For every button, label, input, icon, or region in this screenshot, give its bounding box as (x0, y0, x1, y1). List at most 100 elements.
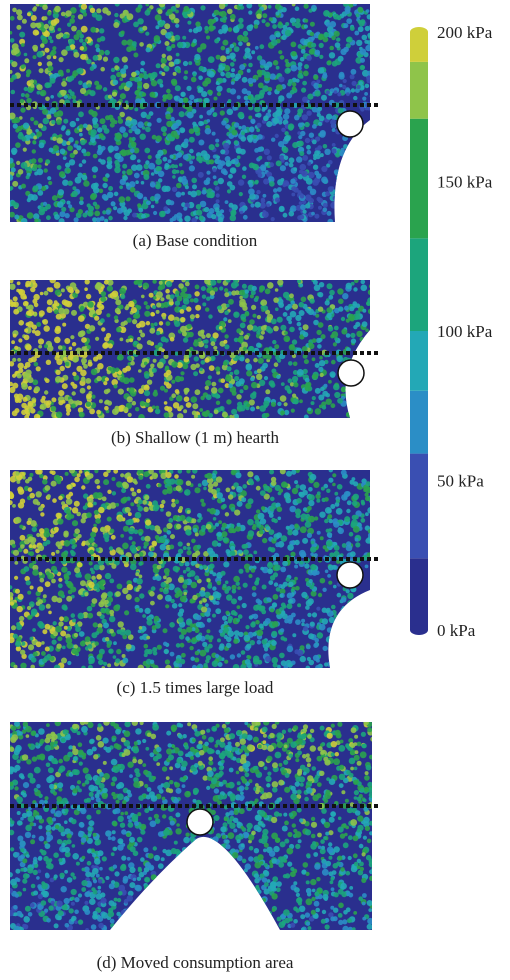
particle (55, 411, 63, 418)
particle (243, 384, 249, 391)
particle (64, 579, 69, 585)
particle (331, 35, 336, 41)
particle (119, 126, 126, 133)
particle (234, 509, 241, 516)
particle (301, 170, 308, 177)
particle (369, 76, 370, 81)
particle (285, 497, 292, 504)
particle (21, 382, 28, 390)
particle (220, 149, 226, 155)
particle (262, 305, 269, 311)
particle (151, 367, 157, 373)
particle (119, 111, 125, 118)
particle (172, 565, 179, 572)
particle (199, 367, 203, 372)
particle (313, 481, 320, 488)
particle (308, 132, 315, 138)
particle (291, 470, 297, 475)
particle (60, 11, 66, 17)
particle (81, 346, 87, 351)
particle (348, 197, 353, 202)
particle (296, 497, 303, 504)
particle (243, 634, 251, 642)
particle (360, 518, 366, 523)
particle (131, 164, 138, 171)
particle (194, 389, 201, 396)
particle (142, 614, 147, 618)
particle (137, 18, 144, 25)
particle (143, 361, 148, 366)
particle (217, 177, 224, 185)
particle (264, 77, 269, 82)
particle (93, 523, 97, 528)
particle (293, 382, 299, 388)
particle (250, 622, 256, 628)
particle (212, 613, 216, 618)
particle (88, 581, 95, 588)
particle (135, 7, 141, 13)
particle (144, 494, 150, 501)
particle (57, 27, 62, 32)
particle (301, 87, 307, 93)
particle (289, 344, 295, 349)
particle (61, 206, 67, 212)
particle (364, 92, 368, 96)
particle (205, 380, 212, 387)
particle (270, 217, 275, 222)
particle (56, 137, 63, 144)
particle (257, 134, 263, 140)
particle (370, 567, 375, 572)
particle (336, 37, 341, 42)
particle (17, 486, 24, 493)
particle (93, 583, 100, 590)
particle (286, 645, 294, 653)
particle (174, 144, 182, 152)
particle (324, 569, 329, 574)
particle (354, 88, 360, 93)
particle (209, 635, 214, 640)
particle (61, 383, 68, 390)
particle (134, 511, 142, 519)
particle (277, 280, 284, 286)
particle (244, 334, 249, 340)
particle (288, 125, 294, 131)
particle (42, 108, 49, 115)
particle (140, 68, 145, 73)
particle (284, 59, 289, 63)
particle (58, 307, 65, 315)
particle (222, 63, 226, 67)
particle (193, 371, 199, 377)
particle (76, 621, 83, 627)
particle (330, 403, 336, 409)
particle (19, 534, 26, 541)
particle (175, 191, 182, 198)
particle (37, 123, 44, 129)
particle (88, 561, 93, 566)
particle (229, 371, 234, 376)
particle (98, 399, 103, 404)
particle (371, 304, 378, 311)
particle (279, 395, 287, 402)
particle (180, 628, 187, 636)
particle (112, 91, 118, 97)
particle (329, 661, 336, 668)
particle (135, 608, 140, 613)
particle (33, 361, 39, 367)
particle (182, 546, 187, 550)
particle (282, 312, 288, 317)
particle (346, 619, 351, 625)
particle (104, 400, 109, 405)
particle (25, 344, 32, 351)
particle (18, 615, 25, 622)
particle (49, 52, 55, 57)
particle (299, 526, 307, 534)
particle (22, 396, 28, 402)
particle (237, 586, 241, 590)
particle (12, 357, 17, 362)
particle (11, 340, 16, 345)
particle (86, 512, 92, 518)
particle (200, 498, 205, 503)
particle (84, 280, 90, 285)
particle (254, 475, 260, 481)
particle (146, 340, 152, 346)
